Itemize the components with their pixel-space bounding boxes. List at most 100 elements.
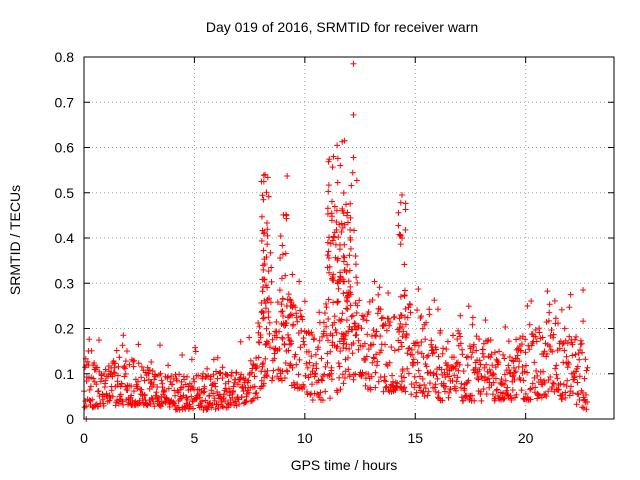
- data-point: [407, 301, 414, 308]
- data-point: [509, 387, 516, 394]
- data-point: [534, 372, 541, 379]
- data-point: [225, 404, 232, 411]
- data-point: [550, 331, 557, 338]
- data-point: [524, 303, 531, 310]
- data-point: [402, 321, 409, 328]
- data-point: [338, 228, 345, 235]
- data-point: [475, 370, 482, 377]
- data-point: [108, 387, 115, 394]
- data-point: [323, 323, 330, 330]
- data-point: [354, 279, 361, 286]
- data-point: [196, 394, 203, 401]
- data-point: [329, 164, 336, 171]
- data-point: [331, 203, 338, 210]
- data-point: [335, 234, 342, 241]
- data-point: [339, 371, 346, 378]
- data-point: [265, 193, 272, 200]
- data-point: [422, 336, 429, 343]
- data-point: [289, 304, 296, 311]
- data-point: [546, 309, 553, 316]
- data-point: [557, 380, 564, 387]
- data-point: [566, 304, 573, 311]
- data-point: [341, 254, 348, 261]
- data-point: [442, 383, 449, 390]
- data-point: [242, 399, 249, 406]
- data-point: [351, 227, 358, 234]
- data-point: [543, 351, 550, 358]
- data-point: [573, 401, 580, 408]
- data-point: [301, 341, 308, 348]
- data-point: [545, 376, 552, 383]
- data-point: [202, 374, 209, 381]
- data-point: [583, 406, 590, 413]
- data-point: [124, 387, 131, 394]
- data-point: [310, 336, 317, 343]
- data-point: [345, 278, 352, 285]
- data-point: [583, 367, 590, 374]
- data-point: [115, 400, 122, 407]
- data-point: [128, 392, 135, 399]
- data-point: [468, 354, 475, 361]
- data-point: [469, 349, 476, 356]
- data-point: [100, 402, 107, 409]
- data-point: [302, 372, 309, 379]
- data-point: [539, 334, 546, 341]
- data-point: [354, 302, 361, 309]
- data-point: [506, 353, 513, 360]
- data-point: [363, 317, 370, 324]
- data-point: [489, 370, 496, 377]
- data-point: [422, 385, 429, 392]
- data-point: [157, 370, 164, 377]
- data-point: [456, 361, 463, 368]
- data-point: [415, 367, 422, 374]
- data-point: [584, 398, 591, 405]
- data-point: [308, 353, 315, 360]
- data-point: [573, 333, 580, 340]
- data-point: [435, 306, 442, 313]
- data-point: [522, 336, 529, 343]
- data-point: [353, 177, 360, 184]
- data-point: [329, 339, 336, 346]
- data-point: [349, 312, 356, 319]
- data-point: [370, 354, 377, 361]
- data-point: [251, 373, 258, 380]
- data-point: [376, 284, 383, 291]
- data-point: [294, 318, 301, 325]
- data-point: [252, 390, 259, 397]
- data-point: [425, 388, 432, 395]
- data-point: [120, 401, 127, 408]
- data-point: [263, 338, 270, 345]
- data-point: [111, 364, 118, 371]
- data-point: [415, 342, 422, 349]
- data-point: [283, 212, 290, 219]
- data-point: [575, 350, 582, 357]
- data-point: [505, 362, 512, 369]
- data-point: [254, 363, 261, 370]
- data-point: [375, 291, 382, 298]
- data-point: [316, 337, 323, 344]
- data-point: [204, 365, 211, 372]
- data-point: [363, 353, 370, 360]
- data-point: [575, 391, 582, 398]
- data-point: [365, 371, 372, 378]
- data-point: [141, 377, 148, 384]
- data-point: [261, 368, 268, 375]
- data-point: [242, 375, 249, 382]
- data-point: [334, 257, 341, 264]
- data-point: [219, 375, 226, 382]
- data-point: [492, 375, 499, 382]
- data-point: [314, 390, 321, 397]
- data-point: [179, 352, 186, 359]
- data-point: [334, 389, 341, 396]
- data-point: [533, 367, 540, 374]
- data-point: [119, 342, 126, 349]
- data-point: [99, 396, 106, 403]
- data-point: [219, 402, 226, 409]
- data-point: [476, 357, 483, 364]
- data-point: [340, 380, 347, 387]
- data-point: [341, 241, 348, 248]
- data-point: [456, 330, 463, 337]
- data-point: [344, 354, 351, 361]
- data-point: [551, 297, 558, 304]
- data-point: [359, 369, 366, 376]
